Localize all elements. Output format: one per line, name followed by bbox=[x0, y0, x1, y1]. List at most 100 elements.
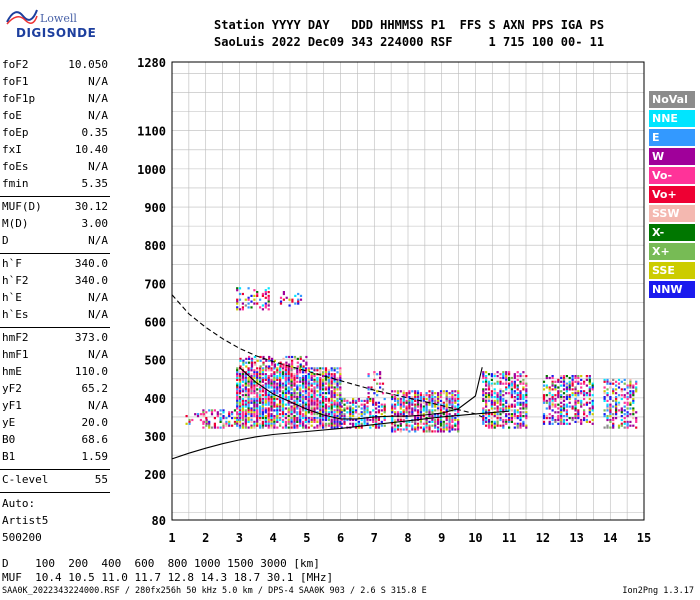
echo-point bbox=[522, 407, 525, 410]
echo-point bbox=[322, 422, 325, 425]
echo-point bbox=[505, 401, 508, 404]
echo-point bbox=[502, 390, 505, 393]
echo-point bbox=[626, 392, 629, 395]
echo-point bbox=[238, 405, 242, 408]
echo-point bbox=[609, 380, 612, 383]
echo-point bbox=[591, 382, 594, 385]
echo-point bbox=[454, 422, 457, 425]
echo-point bbox=[270, 405, 273, 408]
echo-point bbox=[629, 403, 632, 406]
echo-point bbox=[261, 380, 264, 383]
echo-point bbox=[557, 407, 560, 410]
echo-point bbox=[299, 417, 302, 420]
echo-point bbox=[291, 361, 294, 364]
echo-point bbox=[493, 382, 496, 385]
echo-point bbox=[273, 396, 276, 399]
echo-point bbox=[513, 375, 516, 378]
echo-point bbox=[261, 401, 264, 404]
echo-point bbox=[259, 397, 262, 401]
echo-point bbox=[322, 394, 325, 397]
echo-point bbox=[445, 422, 448, 425]
echo-point bbox=[253, 415, 256, 418]
echo-point bbox=[510, 418, 513, 422]
echo-point bbox=[454, 424, 457, 427]
echo-point bbox=[431, 405, 434, 408]
echo-point bbox=[560, 397, 563, 401]
echo-point bbox=[267, 424, 270, 427]
echo-point bbox=[588, 386, 591, 389]
echo-point bbox=[307, 401, 310, 404]
echo-point bbox=[609, 411, 612, 414]
echo-point bbox=[615, 409, 618, 412]
echo-point bbox=[383, 411, 386, 414]
echo-point bbox=[560, 420, 563, 423]
echo-point bbox=[267, 386, 270, 389]
echo-point bbox=[327, 424, 330, 427]
echo-point bbox=[339, 380, 342, 383]
echo-point bbox=[513, 397, 516, 401]
echo-point bbox=[299, 386, 302, 389]
echo-point bbox=[405, 426, 408, 429]
echo-point bbox=[324, 386, 328, 389]
echo-point bbox=[336, 386, 339, 389]
echo-point bbox=[485, 403, 488, 406]
echo-point bbox=[551, 399, 554, 402]
param-key: foEp bbox=[2, 126, 29, 139]
echo-point bbox=[238, 298, 242, 301]
echo-point bbox=[222, 411, 225, 414]
echo-point bbox=[434, 399, 437, 402]
echo-point bbox=[333, 380, 336, 383]
echo-point bbox=[276, 417, 279, 420]
echo-point bbox=[626, 401, 629, 404]
echo-point bbox=[493, 403, 496, 406]
echo-point bbox=[565, 403, 568, 406]
echo-point bbox=[327, 405, 330, 408]
echo-point bbox=[485, 409, 488, 412]
echo-point bbox=[377, 405, 380, 408]
echo-point bbox=[250, 365, 254, 368]
echo-point bbox=[545, 386, 548, 389]
echo-point bbox=[324, 382, 328, 385]
echo-point bbox=[261, 376, 264, 380]
echo-point bbox=[585, 394, 588, 397]
echo-point bbox=[445, 409, 448, 412]
echo-point bbox=[505, 407, 508, 410]
echo-point bbox=[188, 422, 191, 425]
legend-item-e: E bbox=[649, 129, 695, 146]
echo-point bbox=[236, 298, 239, 301]
echo-point bbox=[304, 380, 307, 383]
echo-point bbox=[219, 418, 222, 422]
echo-point bbox=[261, 369, 264, 372]
echo-point bbox=[439, 420, 443, 423]
echo-point bbox=[267, 376, 270, 380]
param-value: N/A bbox=[88, 75, 108, 88]
echo-point bbox=[290, 415, 293, 418]
echo-point bbox=[516, 392, 519, 395]
echo-point bbox=[499, 417, 502, 420]
echo-point bbox=[316, 378, 319, 381]
echo-point bbox=[340, 401, 343, 404]
echo-point bbox=[253, 409, 256, 412]
echo-point bbox=[499, 380, 502, 383]
echo-point bbox=[439, 411, 443, 414]
echo-point bbox=[228, 420, 231, 423]
echo-point bbox=[554, 403, 557, 406]
echo-point bbox=[603, 390, 606, 393]
echo-point bbox=[307, 388, 310, 391]
echo-point bbox=[259, 409, 262, 412]
echo-point bbox=[291, 298, 294, 301]
param-value: 20.0 bbox=[81, 416, 109, 429]
echo-point bbox=[346, 405, 349, 408]
echo-point bbox=[422, 407, 425, 410]
echo-point bbox=[490, 401, 493, 404]
echo-point bbox=[322, 388, 325, 391]
echo-point bbox=[522, 371, 525, 374]
echo-point bbox=[445, 418, 448, 422]
echo-point bbox=[606, 426, 609, 429]
echo-point bbox=[431, 415, 434, 418]
echo-point bbox=[316, 403, 319, 406]
echo-point bbox=[490, 390, 493, 393]
echo-point bbox=[548, 376, 551, 380]
echo-point bbox=[548, 386, 551, 389]
echo-point bbox=[577, 394, 580, 397]
